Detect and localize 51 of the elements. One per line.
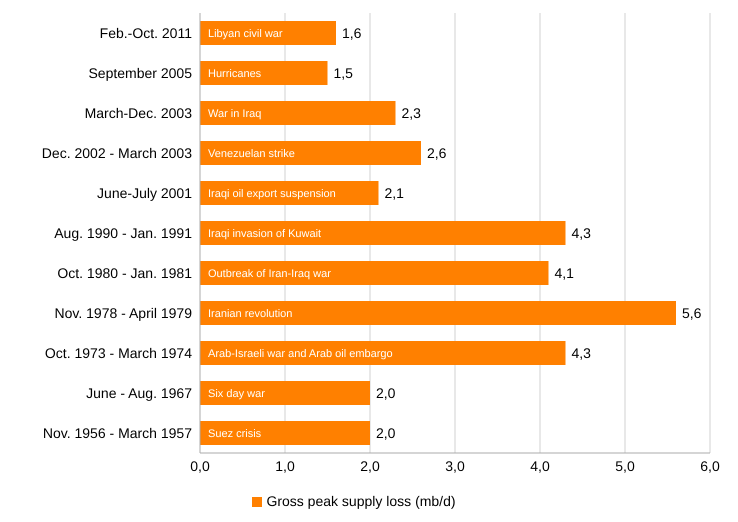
data-label: 2,0 bbox=[376, 385, 396, 401]
data-label: 1,6 bbox=[342, 25, 362, 41]
bar bbox=[200, 21, 336, 45]
bar bbox=[200, 341, 566, 365]
annotation: Iraqi invasion of Kuwait bbox=[208, 228, 322, 240]
bar bbox=[200, 381, 370, 405]
y-tick-label: Aug. 1990 - Jan. 1991 bbox=[54, 224, 192, 241]
y-tick-label: Feb.-Oct. 2011 bbox=[100, 24, 192, 41]
bar bbox=[200, 221, 566, 245]
data-label: 2,3 bbox=[402, 105, 422, 121]
data-label: 2,1 bbox=[384, 185, 404, 201]
y-tick-label: September 2005 bbox=[88, 64, 192, 81]
y-tick-label: Nov. 1978 - April 1979 bbox=[54, 304, 192, 321]
bar bbox=[200, 421, 370, 445]
y-tick-label: Dec. 2002 - March 2003 bbox=[42, 144, 192, 161]
x-tick-label: 1,0 bbox=[275, 458, 295, 474]
x-tick-label: 3,0 bbox=[445, 458, 465, 474]
y-tick-label: Oct. 1980 - Jan. 1981 bbox=[57, 264, 192, 281]
data-label: 4,1 bbox=[554, 265, 574, 281]
bar bbox=[200, 301, 676, 325]
y-tick-label: June-July 2001 bbox=[97, 184, 192, 201]
x-tick-label: 5,0 bbox=[615, 458, 635, 474]
bar bbox=[200, 141, 421, 165]
y-tick-label: June - Aug. 1967 bbox=[86, 384, 192, 401]
annotation: Venezuelan strike bbox=[208, 148, 295, 160]
y-tick-label: Nov. 1956 - March 1957 bbox=[42, 424, 192, 441]
bar bbox=[200, 61, 328, 85]
annotation: Arab-Israeli war and Arab oil embargo bbox=[208, 348, 393, 360]
annotation: Iranian revolution bbox=[208, 308, 292, 320]
x-tick-label: 4,0 bbox=[530, 458, 550, 474]
x-tick-label: 6,0 bbox=[700, 458, 720, 474]
bar bbox=[200, 101, 396, 125]
x-tick-label: 0,0 bbox=[190, 458, 210, 474]
data-label: 1,5 bbox=[334, 65, 354, 81]
legend-label: Gross peak supply loss (mb/d) bbox=[266, 493, 456, 509]
annotation: Libyan civil war bbox=[208, 28, 283, 40]
bar bbox=[200, 261, 548, 285]
annotation: Suez crisis bbox=[208, 428, 262, 440]
x-tick-label: 2,0 bbox=[360, 458, 380, 474]
annotation: Six day war bbox=[208, 388, 266, 400]
annotation: Iraqi oil export suspension bbox=[208, 188, 336, 200]
annotation: War in Iraq bbox=[208, 108, 262, 120]
y-tick-label: March-Dec. 2003 bbox=[84, 104, 192, 121]
annotation: Outbreak of Iran-Iraq war bbox=[208, 268, 332, 280]
data-label: 2,6 bbox=[427, 145, 447, 161]
data-label: 5,6 bbox=[682, 305, 702, 321]
annotation: Hurricanes bbox=[208, 68, 262, 80]
y-tick-label: Oct. 1973 - March 1974 bbox=[44, 344, 192, 361]
data-label: 4,3 bbox=[572, 225, 592, 241]
data-label: 2,0 bbox=[376, 425, 396, 441]
data-label: 4,3 bbox=[572, 345, 592, 361]
